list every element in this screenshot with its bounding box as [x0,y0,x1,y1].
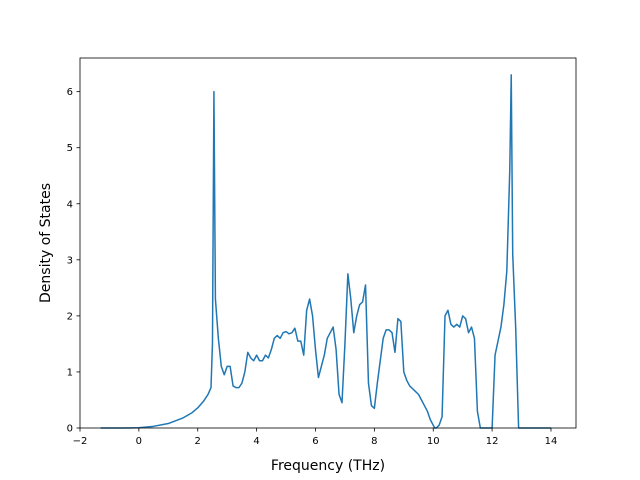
x-tick-label: 0 [136,436,142,447]
x-tick-label: 4 [253,436,259,447]
x-tick-label: 14 [545,436,558,447]
y-tick-label: 4 [67,199,73,210]
x-tick-label: 10 [427,436,440,447]
x-tick-label: 2 [195,436,201,447]
y-tick-label: 6 [67,87,73,98]
y-tick-label: 1 [67,367,73,378]
x-tick-label: −2 [73,436,88,447]
y-tick-label: 0 [67,424,73,435]
y-tick-label: 2 [67,311,73,322]
x-tick-label: 8 [371,436,377,447]
y-tick-label: 3 [67,255,73,266]
y-axis-ticks: 0 1 2 3 4 5 6 [67,87,80,435]
x-tick-label: 12 [486,436,499,447]
series-line-0 [100,74,551,429]
y-axis-label: Density of States [38,183,54,303]
axes-frame [79,57,577,429]
y-tick-label: 5 [67,143,73,154]
plot-series-group [100,74,551,429]
x-tick-label: 6 [312,436,318,447]
x-axis-label: Frequency (THz) [271,458,385,474]
x-axis-ticks: −2 0 2 4 6 8 10 12 14 [73,428,558,447]
